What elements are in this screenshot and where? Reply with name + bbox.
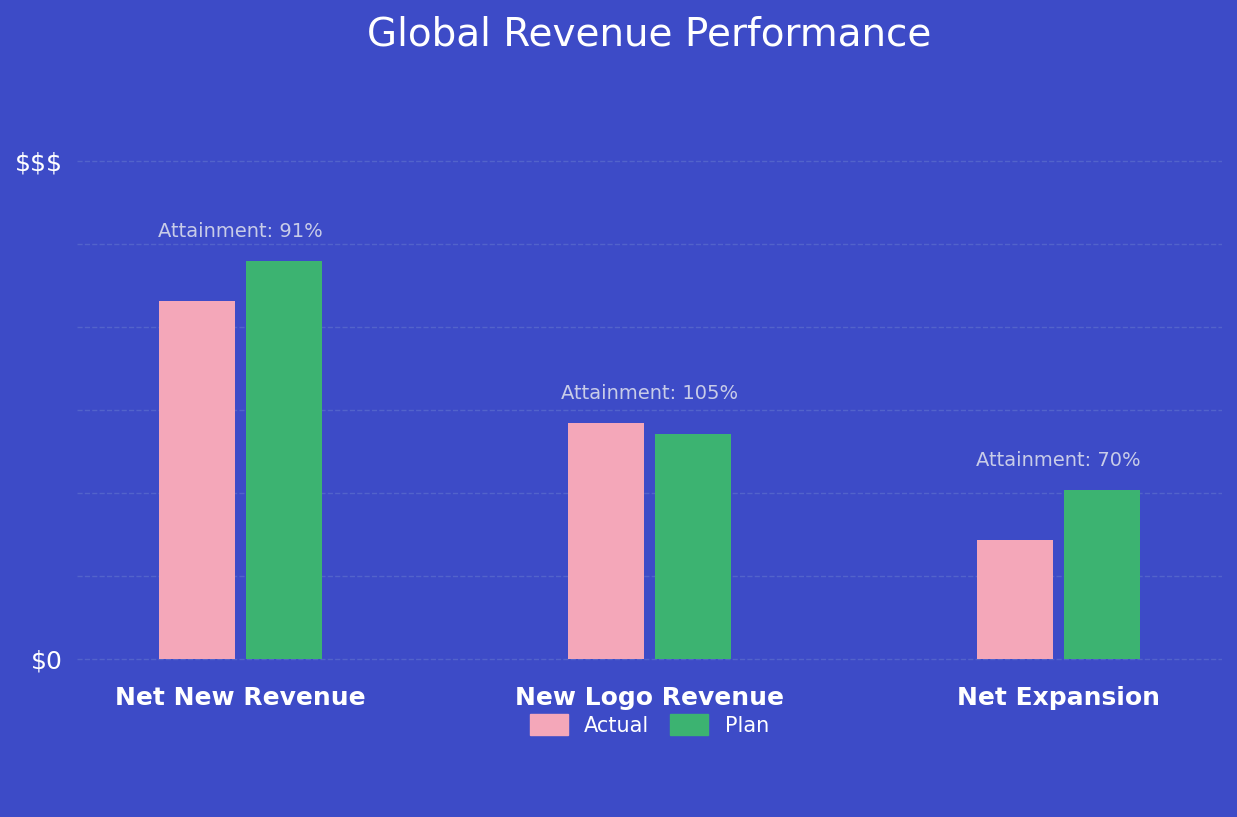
Bar <box>977 539 1053 659</box>
Legend: Actual, Plan: Actual, Plan <box>520 703 779 746</box>
Bar <box>654 434 731 659</box>
Text: Attainment: 70%: Attainment: 70% <box>976 451 1141 470</box>
Bar <box>1064 490 1141 659</box>
Title: Global Revenue Performance: Global Revenue Performance <box>367 15 931 53</box>
Bar <box>158 301 235 659</box>
Bar <box>246 261 323 659</box>
Text: Attainment: 105%: Attainment: 105% <box>560 384 738 403</box>
Bar <box>568 422 644 659</box>
Text: Attainment: 91%: Attainment: 91% <box>158 222 323 241</box>
